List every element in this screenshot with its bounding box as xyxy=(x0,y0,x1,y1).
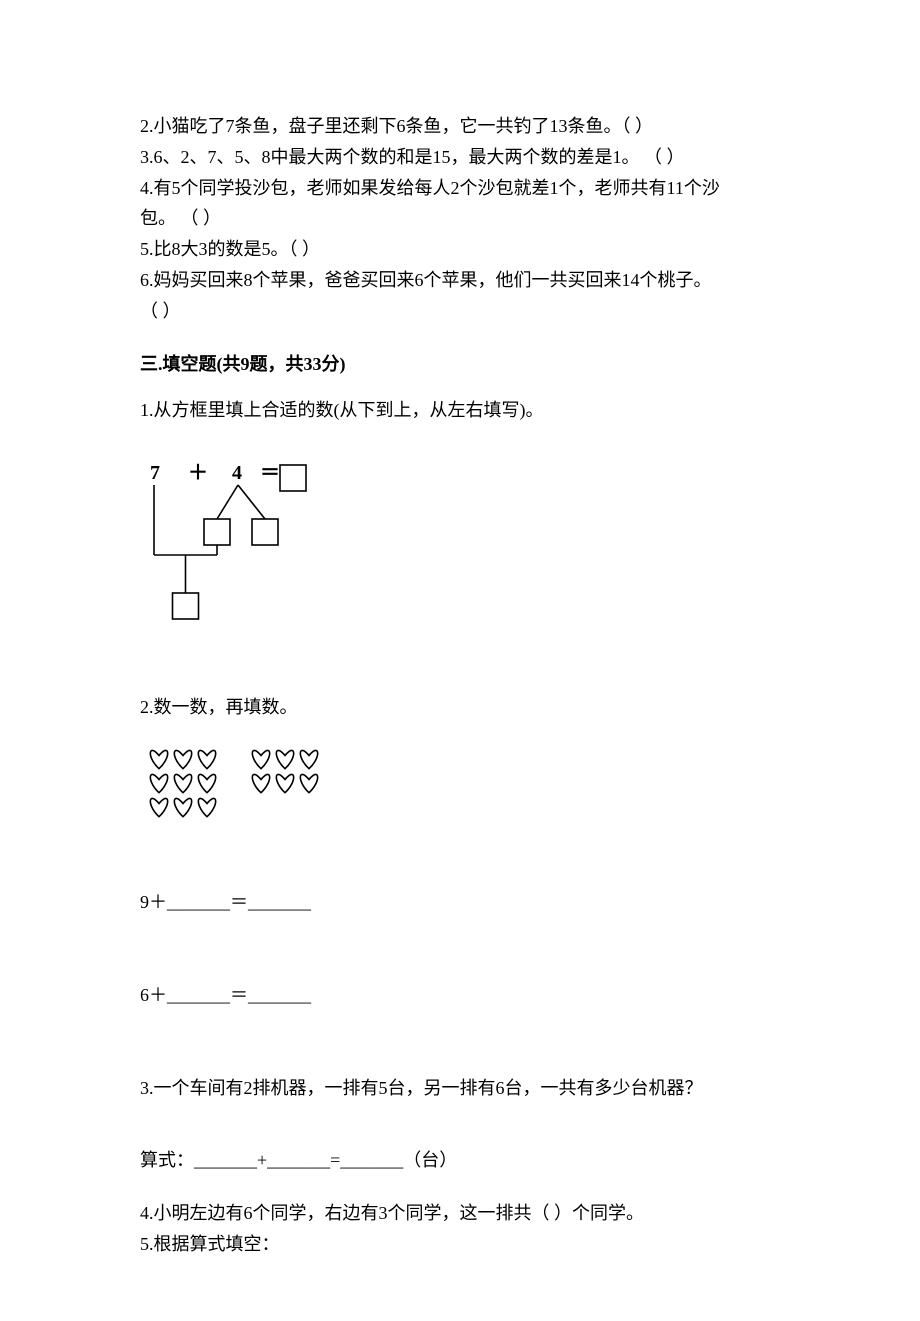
fill-q3: 3.一个车间有2排机器，一排有5台，另一排有6台，一共有多少台机器？ xyxy=(140,1074,780,1103)
section-3-title: 三.填空题(共9题，共33分) xyxy=(140,350,780,379)
fill-q2a: 9＋_______＝_______ xyxy=(140,888,780,917)
svg-text:＋: ＋ xyxy=(188,463,208,484)
judge-q6-line1: 6.妈妈买回来8个苹果，爸爸买回来6个苹果，他们一共买回来14个桃子。 xyxy=(140,266,780,295)
fill-q2b: 6＋_______＝_______ xyxy=(140,981,780,1010)
fill-q5: 5.根据算式填空： xyxy=(140,1230,780,1259)
svg-text:7: 7 xyxy=(150,463,160,484)
fill-q1-diagram: 7 ＋ 4 ＝ xyxy=(140,463,780,633)
worksheet-page: 2.小猫吃了7条鱼，盘子里还剩下6条鱼，它一共钓了13条鱼。（ ） 3.6、2、… xyxy=(0,0,920,1321)
judge-q4-line1: 4.有5个同学投沙包，老师如果发给每人2个沙包就差1个，老师共有11个沙 xyxy=(140,174,780,203)
hearts-svg xyxy=(140,746,400,836)
fill-q3-formula: 算式：_______+_______=_______（台） xyxy=(140,1146,780,1175)
svg-text:4: 4 xyxy=(232,463,242,484)
svg-text:＝: ＝ xyxy=(260,463,280,484)
judge-q6-line2: （ ） xyxy=(140,297,780,326)
judge-q4-line2: 包。 （ ） xyxy=(140,204,780,233)
fill-q4: 4.小明左边有6个同学，右边有3个同学，这一排共（ ）个同学。 xyxy=(140,1199,780,1228)
judge-q5: 5.比8大3的数是5。（ ） xyxy=(140,235,780,264)
judge-q2: 2.小猫吃了7条鱼，盘子里还剩下6条鱼，它一共钓了13条鱼。（ ） xyxy=(140,112,780,141)
hearts-figure xyxy=(140,746,780,836)
fill-q2: 2.数一数，再填数。 xyxy=(140,693,780,722)
equation-tree-svg: 7 ＋ 4 ＝ xyxy=(140,463,320,633)
judge-q3: 3.6、2、7、5、8中最大两个数的和是15，最大两个数的差是1。 （ ） xyxy=(140,143,780,172)
fill-q1: 1.从方框里填上合适的数(从下到上，从左右填写)。 xyxy=(140,396,780,425)
